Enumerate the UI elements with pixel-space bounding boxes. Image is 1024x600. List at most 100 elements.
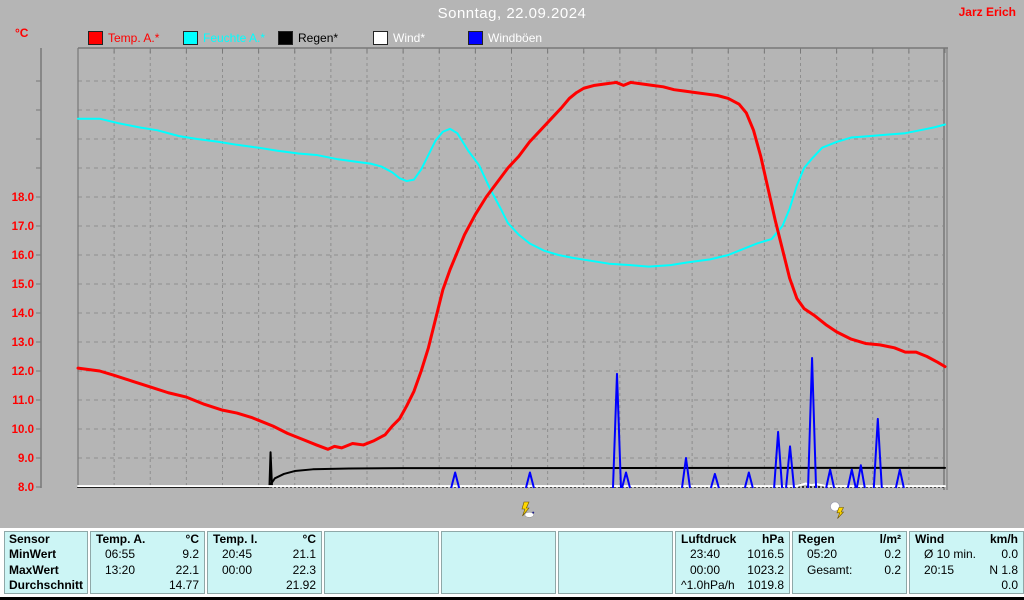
stats-column-regen: Regen l/m² 05:20 0.2 Gesamt: 0.2 [792, 531, 907, 594]
sensor-name: Wind [915, 532, 945, 546]
row-label: Durchschnitt [9, 578, 84, 593]
y-axis-label: 9.0 [18, 453, 34, 465]
sensor-name: Regen [798, 532, 835, 546]
sensor-name: Temp. A. [96, 532, 146, 546]
y-axis-label: 16.0 [12, 250, 34, 262]
avg10-label: Ø 10 min. [924, 547, 977, 562]
sensor-unit: l/m² [879, 532, 901, 546]
series-windboeen-spike [680, 457, 691, 489]
stats-column-luftdruck: Luftdruck hPa 23:40 1016.5 00:00 1023.2 ^1.… [675, 531, 790, 594]
min-value: 9.2 [182, 547, 199, 562]
max-value: N 1.8 [989, 562, 1018, 577]
total-label: Gesamt: [807, 562, 853, 577]
avg-label [96, 578, 105, 593]
legend: Temp. A.* Feuchte A.* Regen* Wind* Windb… [88, 30, 563, 45]
series-feuchte_a [77, 117, 946, 268]
legend-item-feuchte-a[interactable]: Feuchte A.* [183, 30, 278, 45]
y-axis-label: 8.0 [18, 482, 34, 494]
sensor-unit: hPa [761, 532, 784, 546]
stats-panel: Sensor MinWert MaxWert Durchschnitt Temp… [0, 528, 1024, 597]
stats-column-empty [441, 531, 556, 594]
y-axis-label: 12.0 [12, 366, 34, 378]
avg-value: 14.77 [168, 578, 199, 593]
trend-label: ^1.0hPa/h [681, 578, 735, 593]
sun-disc-icon [830, 501, 840, 512]
owner-label: Jarz Erich [958, 5, 1016, 19]
max-value: 0.2 [884, 547, 901, 562]
legend-label: Windböen [488, 30, 543, 45]
avg10-value: 0.0 [1001, 547, 1018, 562]
series-windboeen-spike [894, 468, 905, 489]
total-value: 0.2 [884, 562, 901, 577]
max-time: 13:20 [105, 562, 136, 577]
y-axis-label: 11.0 [12, 395, 34, 407]
series-temp_a [76, 80, 947, 451]
max-time: 05:20 [807, 547, 838, 562]
legend-item-wind[interactable]: Wind* [373, 30, 468, 45]
y-axis-label: 10.0 [12, 424, 34, 436]
y-axis-label: 18.0 [12, 192, 34, 204]
series-windboeen-spike [450, 471, 461, 489]
lightning-cloud-marker-icon[interactable] [517, 501, 535, 519]
bottom-bar [0, 597, 1024, 600]
series-windboeen-spike [524, 471, 535, 489]
row-label: MinWert [9, 547, 57, 562]
max-value: 22.3 [292, 562, 316, 577]
cloud-icon [524, 511, 534, 518]
avg-label [915, 578, 924, 593]
legend-label: Wind* [393, 30, 426, 45]
stats-column-temp-i: Temp. I. °C 20:45 21.1 00:00 22.3 21.92 [207, 531, 322, 594]
page-title: Sonntag, 22.09.2024 [437, 5, 587, 22]
y-axis-label: 13.0 [12, 337, 34, 349]
legend-label: Feuchte A.* [203, 30, 266, 45]
avg-value: 1019.8 [747, 578, 784, 593]
legend-label: Regen* [298, 30, 339, 45]
sensor-name: Temp. I. [213, 532, 258, 546]
avg-value: 0.0 [1001, 578, 1018, 593]
stats-row-labels: Sensor MinWert MaxWert Durchschnitt [4, 531, 88, 594]
lightning-bolt-icon [836, 507, 845, 519]
legend-item-regen[interactable]: Regen* [278, 30, 373, 45]
legend-item-windboeen[interactable]: Windböen [468, 30, 563, 45]
legend-item-temp-a[interactable]: Temp. A.* [88, 30, 183, 45]
legend-label: Temp. A.* [108, 30, 160, 45]
stats-column-temp-a: Temp. A. °C 06:55 9.2 13:20 22.1 14.77 [90, 531, 205, 594]
row-label: MaxWert [9, 562, 59, 577]
avg-value: 21.92 [285, 578, 316, 593]
max-time: 00:00 [222, 562, 253, 577]
sensor-unit: °C [185, 532, 199, 546]
avg-label [213, 578, 222, 593]
feuchte-a-swatch-icon [183, 30, 198, 45]
y-axis-unit-label: °C [15, 26, 29, 40]
min-time: 20:45 [222, 547, 253, 562]
windboeen-swatch-icon [468, 30, 483, 45]
row-label: Sensor [9, 532, 50, 546]
stats-column-empty [558, 531, 673, 594]
stats-column-wind: Wind km/h Ø 10 min. 0.0 20:15 N 1.8 0.0 [909, 531, 1024, 594]
sensor-name: Luftdruck [681, 532, 737, 546]
wind-swatch-icon [373, 30, 388, 45]
sun-lightning-marker-icon[interactable] [829, 501, 847, 519]
max-value: 1023.2 [747, 562, 784, 577]
series-windboeen-spike [611, 372, 622, 489]
min-value: 1016.5 [747, 547, 784, 562]
series-windboeen-spike [709, 472, 720, 489]
series-windboeen-spike [743, 471, 754, 489]
y-axis-label: 17.0 [12, 221, 34, 233]
series-windboeen-spike [773, 430, 784, 489]
min-time: 06:55 [105, 547, 136, 562]
max-time: 20:15 [924, 562, 955, 577]
regen-swatch-icon [278, 30, 293, 45]
min-value: 21.1 [292, 547, 316, 562]
marker-dot-icon [532, 511, 535, 514]
chart-canvas: 18.0 17.0 16.0 15.0 14.0 13.0 12.0 11.0 10.0 9.0 8… [12, 47, 948, 494]
series-windboeen-spike [825, 468, 836, 489]
stats-column-empty [324, 531, 439, 594]
max-value: 22.1 [175, 562, 199, 577]
series-windboeen-spike [872, 417, 883, 489]
sensor-unit: km/h [989, 532, 1018, 546]
temp-a-swatch-icon [88, 30, 103, 45]
y-axis-label: 14.0 [12, 308, 34, 320]
max-time: 00:00 [690, 562, 721, 577]
